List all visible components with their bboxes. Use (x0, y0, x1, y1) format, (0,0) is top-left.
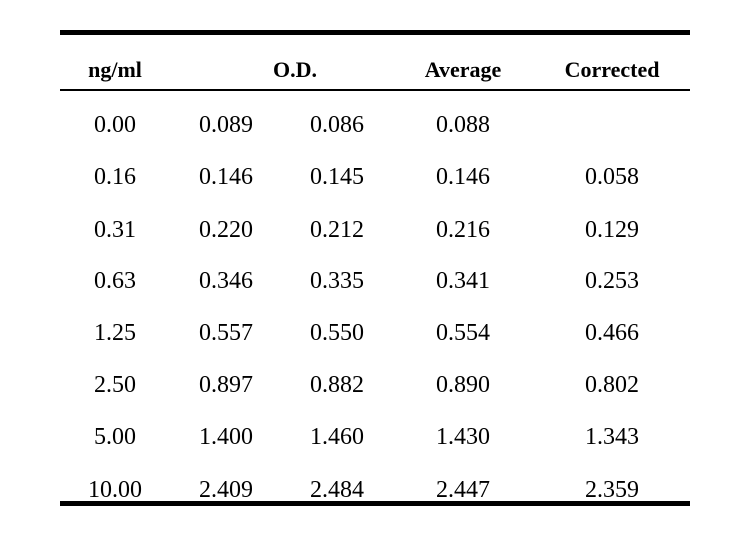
cell-average: 1.430 (436, 424, 490, 450)
header-average: Average (424, 57, 502, 82)
table-header-rule (60, 89, 690, 91)
cell-corrected: 0.466 (585, 320, 639, 346)
table-row: 5.00 1.400 1.460 1.430 1.343 (60, 417, 690, 457)
table-row: 10.00 2.409 2.484 2.447 2.359 (60, 470, 690, 510)
cell-concentration: 2.50 (94, 372, 136, 398)
cell-average: 0.890 (436, 372, 490, 398)
table-header-row: ng/ml O.D. Average Corrected (60, 35, 690, 89)
table-row: 0.31 0.220 0.212 0.216 0.129 (60, 210, 690, 250)
cell-concentration: 0.31 (94, 217, 136, 243)
cell-od-1: 0.220 (199, 217, 253, 243)
table-bottom-rule (60, 501, 690, 506)
cell-corrected: 0.253 (585, 268, 639, 294)
table-row: 2.50 0.897 0.882 0.890 0.802 (60, 365, 690, 405)
cell-od-1: 0.089 (199, 112, 253, 138)
cell-concentration: 1.25 (94, 320, 136, 346)
cell-corrected: 0.058 (585, 164, 639, 190)
cell-od-1: 0.897 (199, 372, 253, 398)
header-corrected: Corrected (564, 57, 660, 82)
cell-corrected: 0.802 (585, 372, 639, 398)
od-standard-table: ng/ml O.D. Average Corrected 0.00 0.089 … (60, 30, 690, 506)
cell-concentration: 0.00 (94, 112, 136, 138)
cell-od-2: 0.145 (310, 164, 364, 190)
cell-od-2: 2.484 (310, 477, 364, 503)
header-od: O.D. (273, 57, 317, 82)
cell-od-2: 0.212 (310, 217, 364, 243)
cell-od-1: 1.400 (199, 424, 253, 450)
header-concentration: ng/ml (88, 57, 142, 82)
cell-average: 0.146 (436, 164, 490, 190)
table-body: 0.00 0.089 0.086 0.088 0.16 0.146 0.145 … (60, 91, 690, 503)
cell-average: 0.554 (436, 320, 490, 346)
cell-corrected: 1.343 (585, 424, 639, 450)
cell-average: 2.447 (436, 477, 490, 503)
cell-od-1: 0.557 (199, 320, 253, 346)
table-row: 0.00 0.089 0.086 0.088 (60, 105, 690, 145)
cell-od-1: 0.146 (199, 164, 253, 190)
cell-concentration: 5.00 (94, 424, 136, 450)
cell-corrected: 0.129 (585, 217, 639, 243)
cell-od-2: 1.460 (310, 424, 364, 450)
cell-od-2: 0.335 (310, 268, 364, 294)
cell-concentration: 0.63 (94, 268, 136, 294)
cell-concentration: 10.00 (88, 477, 142, 503)
cell-corrected: 2.359 (585, 477, 639, 503)
table-row: 0.16 0.146 0.145 0.146 0.058 (60, 157, 690, 197)
cell-od-1: 2.409 (199, 477, 253, 503)
table-row: 1.25 0.557 0.550 0.554 0.466 (60, 313, 690, 353)
cell-od-2: 0.550 (310, 320, 364, 346)
cell-average: 0.216 (436, 217, 490, 243)
cell-od-2: 0.882 (310, 372, 364, 398)
cell-od-1: 0.346 (199, 268, 253, 294)
table-top-rule (60, 30, 690, 35)
table-row: 0.63 0.346 0.335 0.341 0.253 (60, 261, 690, 301)
cell-concentration: 0.16 (94, 164, 136, 190)
cell-average: 0.088 (436, 112, 490, 138)
cell-od-2: 0.086 (310, 112, 364, 138)
cell-average: 0.341 (436, 268, 490, 294)
